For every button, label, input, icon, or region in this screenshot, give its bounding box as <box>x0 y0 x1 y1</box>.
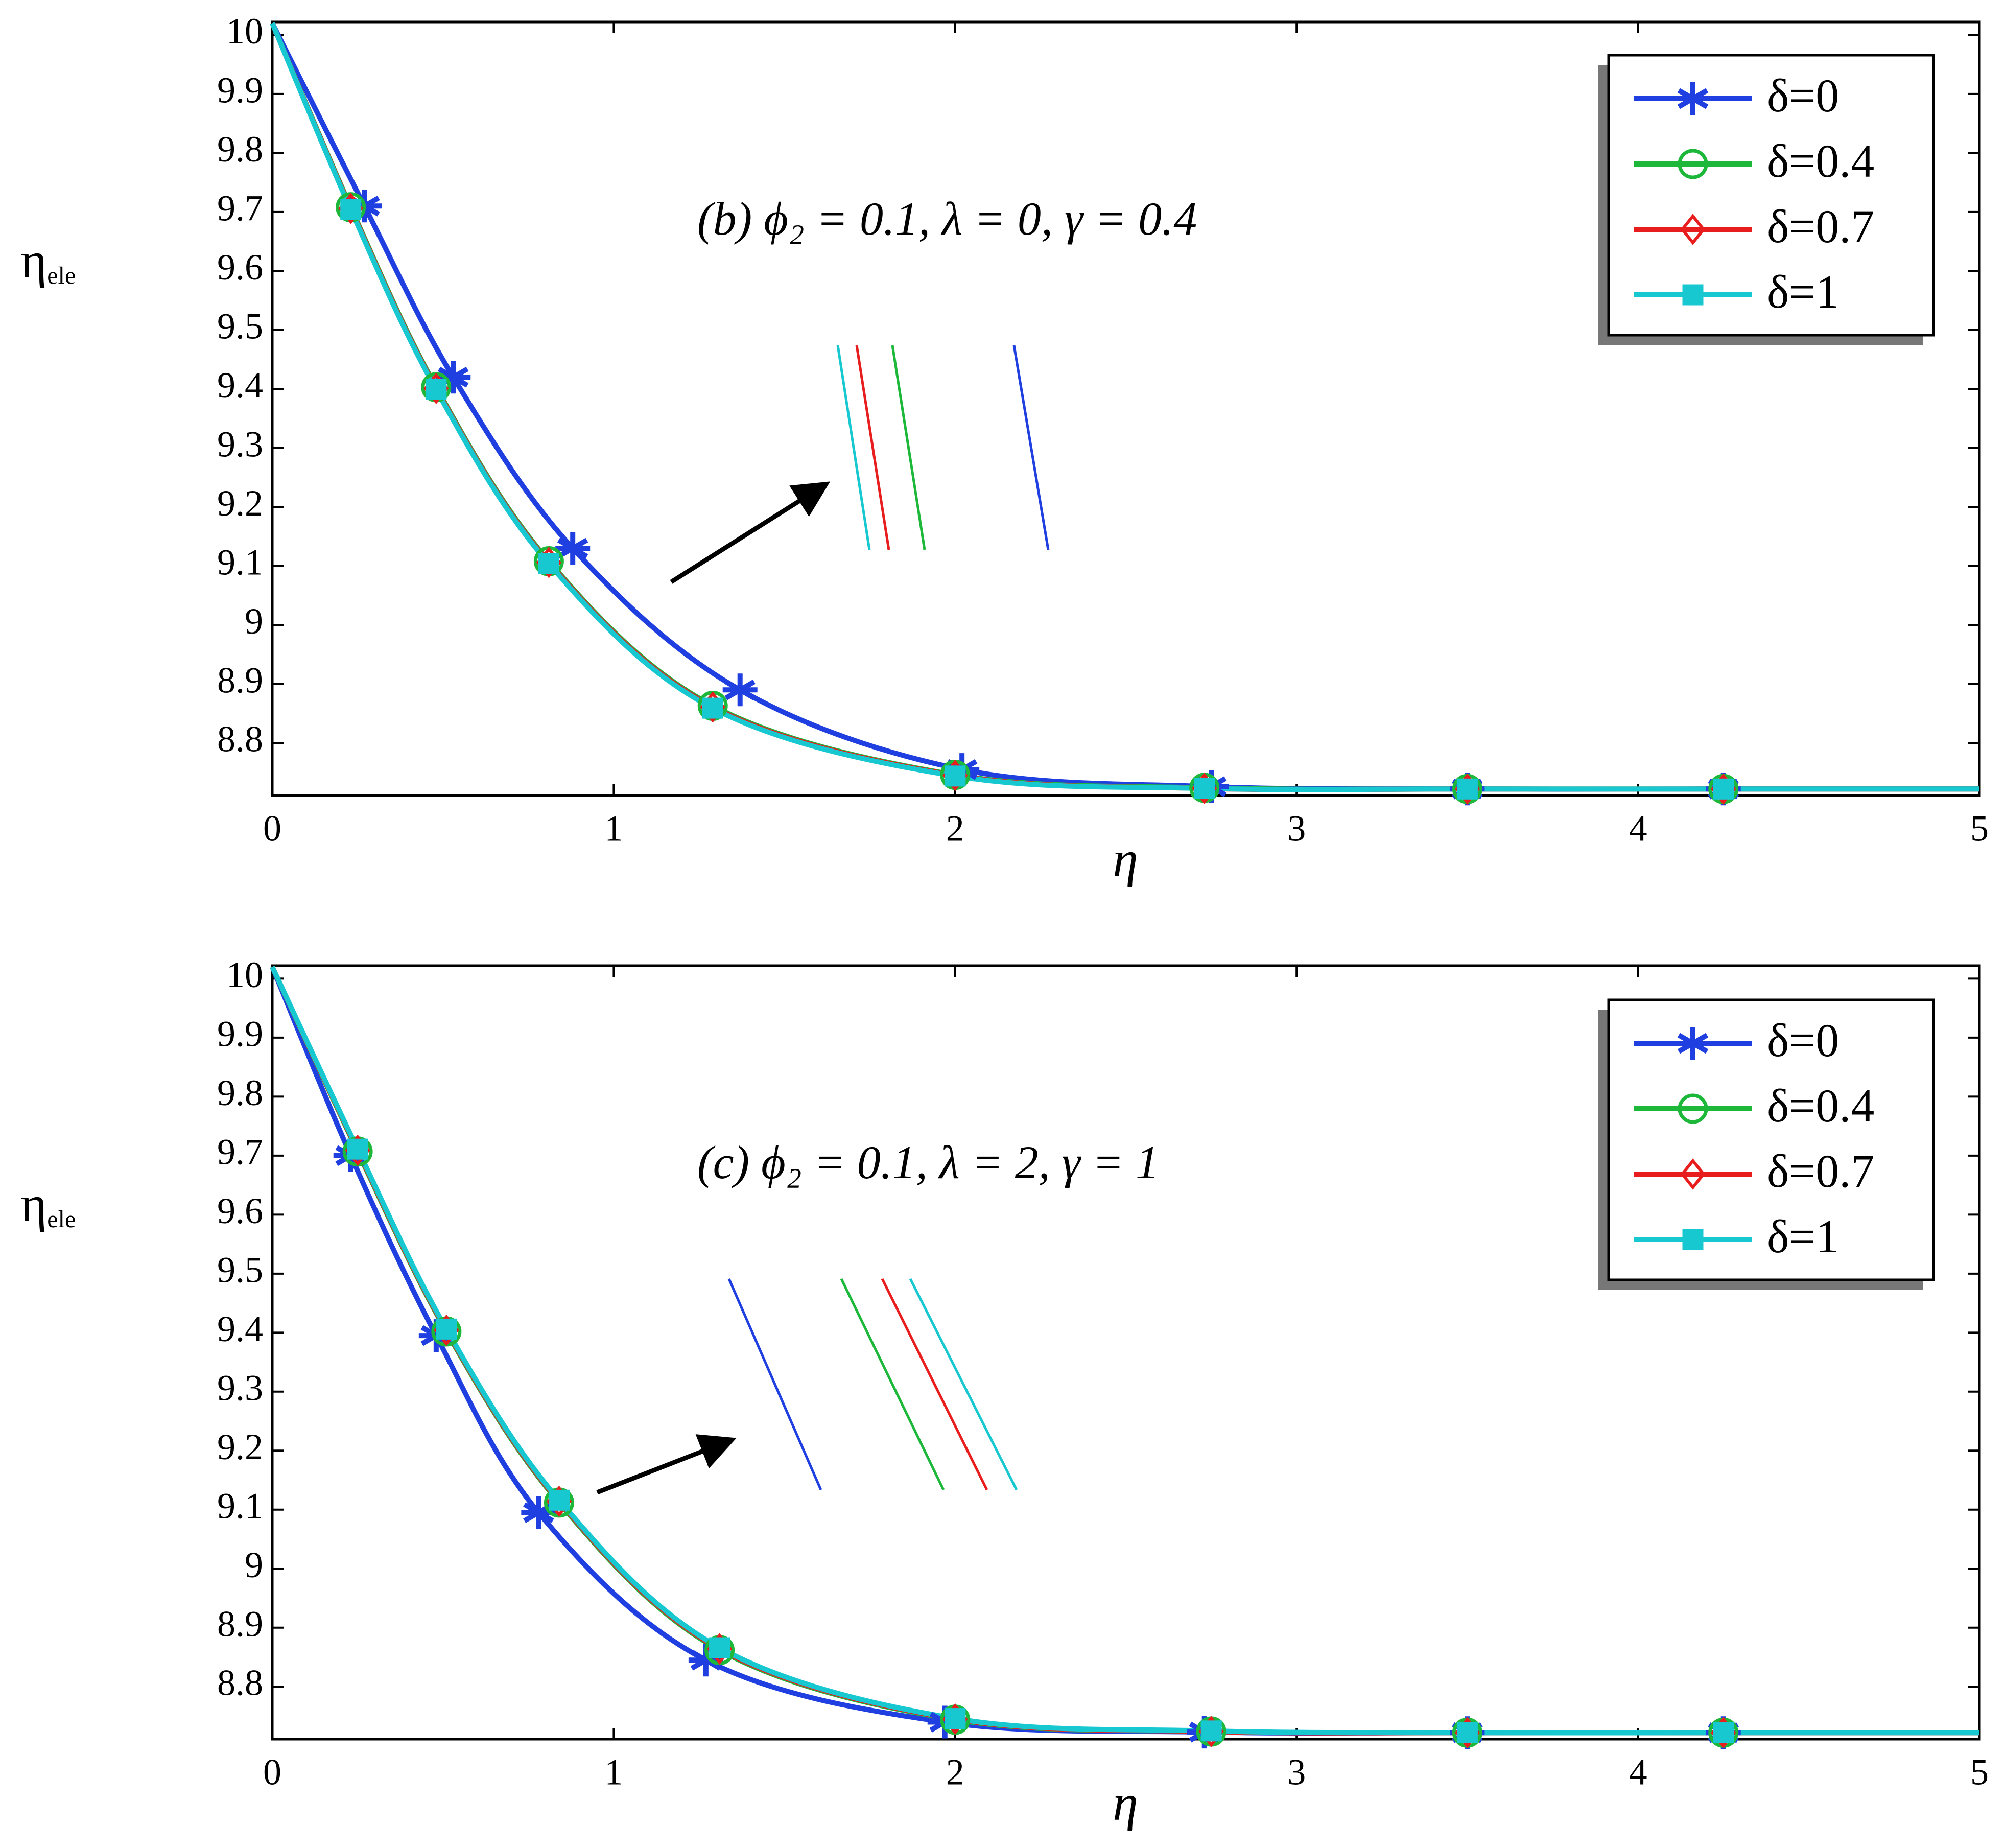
y-tick-label: 8.9 <box>217 1603 263 1644</box>
x-tick-label: 5 <box>1970 808 1989 849</box>
x-tick-label: 1 <box>604 1752 623 1793</box>
marker <box>1676 1027 1710 1060</box>
marker <box>1678 1093 1708 1124</box>
x-tick-label: 3 <box>1287 1752 1306 1793</box>
zoom-inset <box>596 345 1050 1495</box>
marker <box>1713 1722 1734 1743</box>
marker <box>548 1489 570 1511</box>
marker <box>1682 284 1704 306</box>
x-axis-label: η <box>1113 1774 1138 1831</box>
y-tick-label: 9.3 <box>217 1367 263 1408</box>
marker <box>709 1637 730 1658</box>
marker <box>426 379 447 400</box>
marker <box>1678 149 1708 179</box>
x-tick-label: 3 <box>1287 808 1306 849</box>
x-tick-label: 2 <box>946 808 964 849</box>
marker <box>538 553 559 574</box>
series-line <box>270 22 1979 792</box>
legend-label: δ=0.4 <box>1767 1080 1874 1132</box>
legend-label: δ=0.4 <box>1767 135 1874 187</box>
y-axis-label-subscript: ele <box>47 262 76 289</box>
y-tick-label: 8.8 <box>217 719 263 760</box>
x-tick-label: 5 <box>1970 1752 1989 1793</box>
y-axis-label: ηele <box>20 232 76 289</box>
legend-label: δ=0.7 <box>1767 200 1874 252</box>
x-axis-label: η <box>1113 831 1138 887</box>
x-tick-label: 4 <box>1629 1752 1647 1793</box>
x-tick-label: 4 <box>1629 808 1647 849</box>
marker <box>1456 1722 1478 1743</box>
legend-label: δ=1 <box>1767 1210 1839 1262</box>
legend-label: δ=0 <box>1767 69 1839 122</box>
y-tick-label: 9 <box>245 1545 263 1585</box>
y-tick-label: 9.6 <box>217 247 263 288</box>
y-axis-label-main: η <box>20 1176 47 1232</box>
marker <box>1680 1158 1706 1190</box>
y-tick-label: 9.1 <box>217 542 263 582</box>
marker <box>340 199 362 220</box>
y-tick-label: 9.7 <box>217 188 263 228</box>
marker <box>722 673 758 707</box>
plot-frame <box>271 20 1981 797</box>
y-axis-label-main: η <box>20 232 47 289</box>
y-tick-label: 8.9 <box>217 660 263 700</box>
y-tick-label: 9.3 <box>217 424 263 464</box>
marker <box>1713 778 1734 800</box>
x-tick-label: 0 <box>263 1752 281 1793</box>
marker <box>1194 778 1215 799</box>
y-tick-label: 9.9 <box>217 1013 263 1054</box>
y-tick-label: 9.5 <box>217 1249 263 1290</box>
y-tick-label: 9.5 <box>217 306 263 346</box>
marker <box>1676 82 1710 115</box>
y-axis-label: ηele <box>20 1176 76 1233</box>
marker <box>1680 214 1706 245</box>
marker <box>688 1644 723 1677</box>
chart: 8.8 8.9 9 9.1 9.2 9.3 9.4 9.5 9.6 9.7 9.8 9.9 10 0 1 2 3… <box>20 11 1989 887</box>
legend <box>1607 54 1935 337</box>
y-tick-label: 9.4 <box>217 365 263 406</box>
legend <box>1607 998 1935 1281</box>
marker <box>945 1708 966 1729</box>
marker <box>1456 778 1478 800</box>
legend-label: δ=1 <box>1767 266 1839 318</box>
x-tick-label: 2 <box>946 1752 964 1793</box>
y-tick-label: 9.1 <box>217 1485 263 1526</box>
marker <box>436 361 471 394</box>
y-tick-label: 10 <box>226 11 263 52</box>
y-tick-label: 10 <box>226 954 263 995</box>
x-tick-label: 0 <box>263 808 281 849</box>
y-tick-label: 9 <box>245 601 263 642</box>
y-tick-label: 9.8 <box>217 1072 263 1113</box>
marker <box>521 1496 556 1529</box>
y-tick-label: 9.6 <box>217 1190 263 1231</box>
y-tick-label: 9.9 <box>217 69 263 110</box>
y-tick-label: 9.2 <box>217 1426 263 1467</box>
y-tick-label: 9.7 <box>217 1131 263 1172</box>
marker <box>555 532 591 565</box>
plot-frame <box>271 964 1981 1741</box>
marker <box>702 697 723 719</box>
chart: 8.8 8.9 9 9.1 9.2 9.3 9.4 9.5 9.6 9.7 9.8 9.9 10 0 1 2 3… <box>20 954 1989 1831</box>
y-tick-label: 9.2 <box>217 483 263 524</box>
marker <box>347 1138 368 1160</box>
marker <box>436 1318 457 1340</box>
legend-label: δ=0 <box>1767 1014 1839 1066</box>
annotation: (c) ϕ₂ = 0.1, λ = 2, γ = 1 <box>697 1136 1159 1188</box>
y-axis-label-subscript: ele <box>47 1206 76 1233</box>
series-line <box>270 966 1979 1736</box>
legend-label: δ=0.7 <box>1767 1145 1874 1197</box>
marker <box>945 765 966 787</box>
marker <box>1682 1229 1704 1250</box>
x-tick-label: 1 <box>604 808 623 849</box>
marker <box>1200 1720 1222 1742</box>
y-tick-label: 9.4 <box>217 1308 263 1349</box>
y-tick-label: 8.8 <box>217 1663 263 1703</box>
annotation: (b) ϕ₂ = 0.1, λ = 0, γ = 0.4 <box>697 193 1197 245</box>
y-tick-label: 9.8 <box>217 129 263 170</box>
